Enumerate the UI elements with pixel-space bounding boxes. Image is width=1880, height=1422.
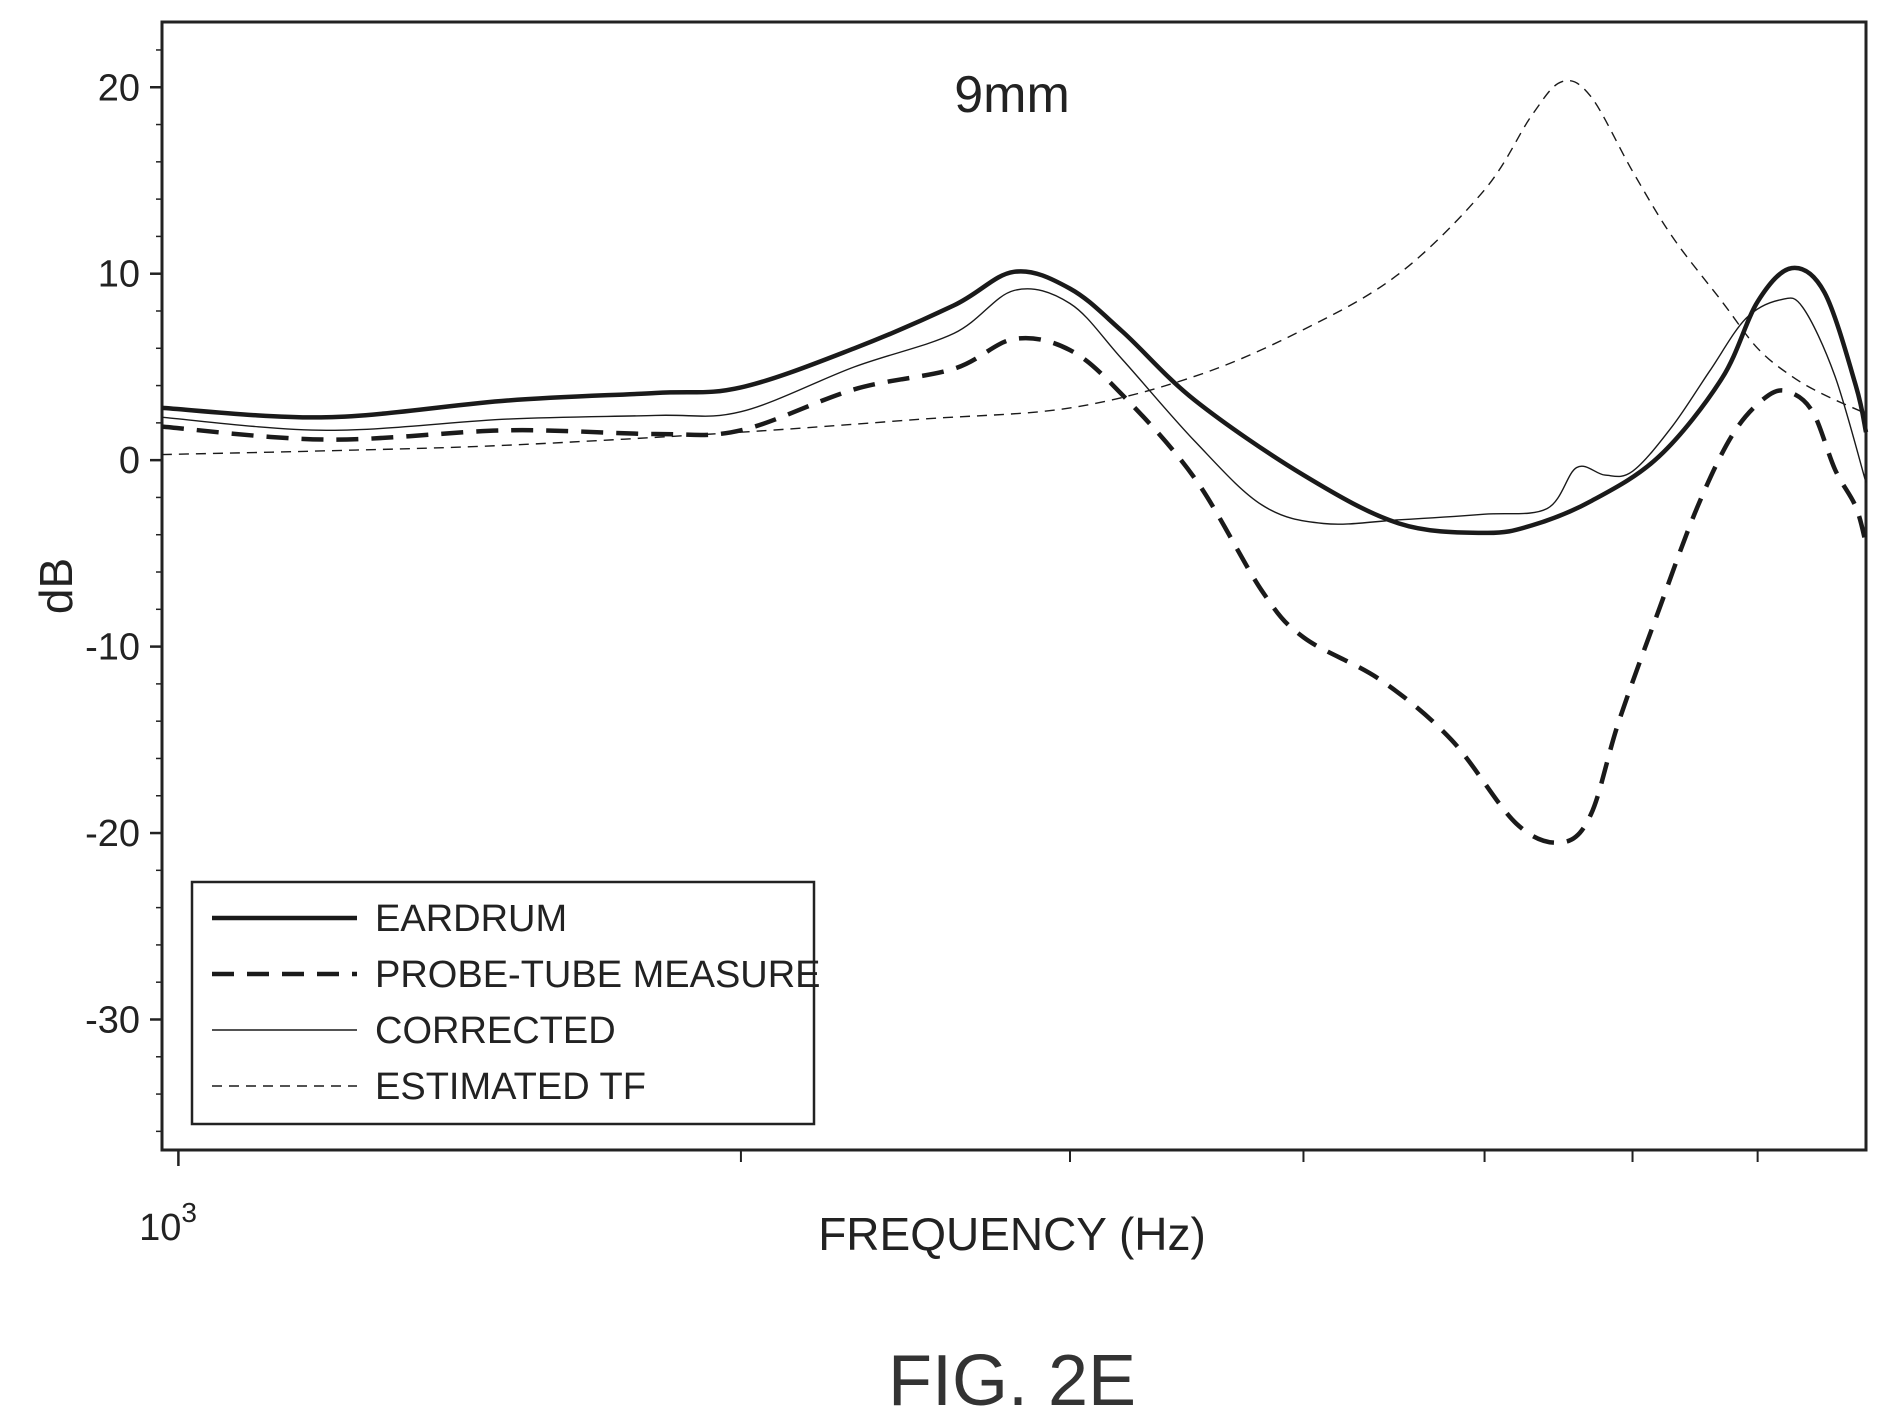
x-tick-base: 10 [139,1207,181,1249]
series-line-probe-tube-measure [161,335,1869,845]
legend-label-estimated-tf: ESTIMATED TF [375,1066,646,1108]
legend: EARDRUM PROBE-TUBE MEASURE CORRECTED ESTIMA… [190,880,821,1126]
legend-box [190,880,816,1126]
y-tick-label: 10 [98,254,140,296]
legend-label-corrected: CORRECTED [375,1010,616,1052]
x-tick-exponent: 3 [181,1197,197,1228]
legend-label-probe-tube-measure: PROBE-TUBE MEASURE [375,954,821,996]
figure-label: FIG. 2E [888,1341,1136,1421]
series-line-eardrum [161,265,1869,536]
y-tick-label: 0 [119,440,140,482]
chart-title: 9mm [954,66,1070,124]
y-tick-label: -10 [85,627,140,669]
plot-frame [160,20,1868,1152]
series-line-estimated-tf [161,79,1867,456]
x-axis-label: FREQUENCY (Hz) [818,1208,1206,1260]
y-tick-label: -20 [85,813,140,855]
series-line-corrected [161,288,1867,525]
x-axis-ticks [177,1150,1759,1166]
y-tick-label: 20 [98,67,140,109]
y-axis-label: dB [30,558,82,614]
y-tick-label: -30 [85,999,140,1041]
y-axis-ticks: 20 10 0 -10 -20 -30 [85,49,162,1133]
svg-text:103: 103 [139,1197,197,1249]
legend-label-eardrum: EARDRUM [375,898,567,940]
series-layer [161,79,1869,845]
x-tick-label-first: 103 [139,1197,197,1249]
